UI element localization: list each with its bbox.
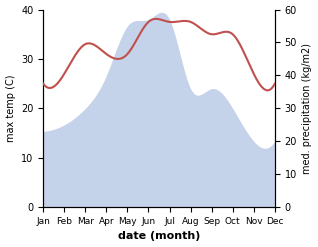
Y-axis label: med. precipitation (kg/m2): med. precipitation (kg/m2) xyxy=(302,43,313,174)
X-axis label: date (month): date (month) xyxy=(118,231,200,242)
Y-axis label: max temp (C): max temp (C) xyxy=(5,75,16,142)
